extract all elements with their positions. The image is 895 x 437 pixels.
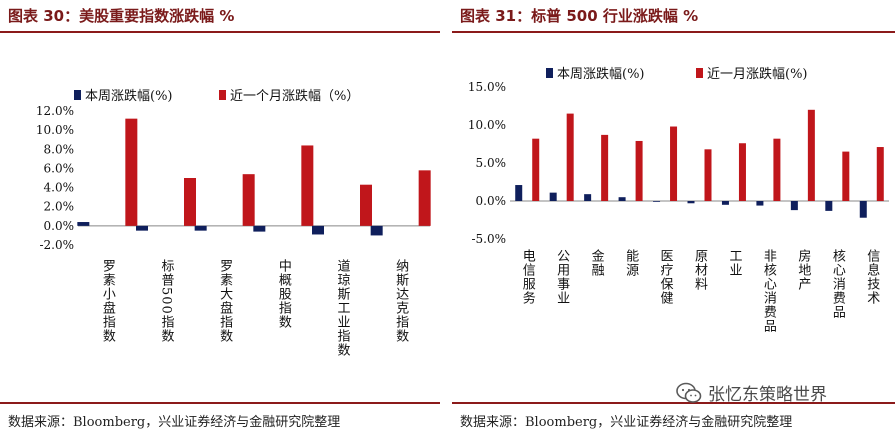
category-label: 能源 <box>623 249 639 277</box>
bar-month <box>125 118 138 226</box>
bar-week <box>312 225 324 235</box>
bar-week <box>653 201 661 202</box>
bar-month <box>601 134 609 201</box>
bar-week <box>584 194 592 201</box>
bar-week <box>370 225 383 236</box>
bar-month <box>807 109 815 201</box>
right-figure-title: 图表 31：标普 500 行业涨跌幅 % <box>460 7 699 25</box>
left-source-rule <box>0 402 440 404</box>
right-bar-chart: 本周涨跌幅(%) 近一月涨跌幅(%) -5.0% 0.0% 5.0% 10.0% 15.0%… <box>468 66 889 333</box>
wechat-icon <box>676 382 702 403</box>
bar-week <box>618 197 626 201</box>
y-tick-label: 0.0% <box>44 219 75 233</box>
category-label: 工业 <box>726 249 742 277</box>
legend-label: 近一月涨跌幅(%) <box>707 66 808 82</box>
bar-month <box>242 174 255 226</box>
bar-week <box>756 201 764 206</box>
category-label: 罗素小盘指数 <box>100 259 116 343</box>
y-tick-label: -2.0% <box>39 238 74 252</box>
category-label: 中概股指数 <box>276 259 292 329</box>
bar-month <box>876 147 884 201</box>
legend-swatch <box>219 90 226 100</box>
y-tick-label: -5.0% <box>471 232 506 246</box>
bar-week <box>687 201 695 204</box>
category-label: 医疗保健 <box>658 249 674 305</box>
bar-month <box>566 113 574 201</box>
bar-week <box>194 225 207 231</box>
y-tick-label: 6.0% <box>44 161 75 175</box>
bar-week <box>515 185 523 201</box>
bar-month <box>670 126 678 201</box>
bar-month <box>301 145 314 226</box>
category-label: 纳斯达克指数 <box>393 259 409 343</box>
left-figure-title: 图表 30：美股重要指数涨跌幅 % <box>8 7 235 25</box>
legend-label: 近一个月涨跌幅（%） <box>230 88 359 104</box>
category-label: 房地产 <box>795 248 811 291</box>
right-figure-panel: 图表 31：标普 500 行业涨跌幅 % 本周涨跌幅(%) 近一月涨跌幅(%) -5… <box>452 0 895 437</box>
bar-month <box>418 170 431 226</box>
category-label: 原材料 <box>692 249 708 291</box>
category-label: 道琼斯工业指数 <box>335 259 351 357</box>
legend-swatch <box>696 68 703 78</box>
bar-month <box>738 143 746 201</box>
left-title-rule <box>0 31 440 33</box>
bar-month <box>773 138 781 201</box>
left-bar-chart: 本周涨跌幅(%) 近一个月涨跌幅（%） -2.0% 0.0% 2.0% 4.0% 6.0% 8… <box>36 88 431 357</box>
y-tick-label: 5.0% <box>476 156 507 170</box>
bar-month <box>635 140 643 201</box>
legend-label: 本周涨跌幅(%) <box>85 88 173 104</box>
left-source-note: 数据来源：Bloomberg，兴业证券经济与金融研究院整理 <box>8 415 341 430</box>
bar-week <box>825 201 833 211</box>
category-label: 信息技术 <box>864 249 880 305</box>
y-tick-label: 2.0% <box>44 200 75 214</box>
legend-label: 本周涨跌幅(%) <box>557 66 645 82</box>
legend-swatch <box>74 90 81 100</box>
watermark-text: 张忆东策略世界 <box>708 385 827 405</box>
legend-swatch <box>546 68 553 78</box>
bar-week <box>136 225 148 231</box>
y-tick-label: 12.0% <box>36 104 74 118</box>
category-label: 核心消费品 <box>830 249 846 319</box>
bar-week <box>721 201 729 205</box>
bar-week <box>790 201 798 211</box>
left-figure-panel: 图表 30：美股重要指数涨跌幅 % 本周涨跌幅(%) 近一个月涨跌幅（%） -2.0… <box>0 0 440 437</box>
bar-month <box>704 149 712 201</box>
category-label: 金融 <box>589 248 605 277</box>
bar-month <box>360 184 372 226</box>
bar-week <box>859 201 867 218</box>
right-source-rule <box>452 402 895 404</box>
y-tick-label: 4.0% <box>44 181 75 195</box>
y-tick-label: 0.0% <box>476 194 507 208</box>
category-label: 公用事业 <box>554 249 570 305</box>
y-tick-label: 10.0% <box>468 118 506 132</box>
category-label: 电信服务 <box>520 249 536 305</box>
bar-week <box>77 222 90 226</box>
y-tick-label: 8.0% <box>44 142 75 156</box>
y-tick-label: 15.0% <box>468 80 506 94</box>
bar-month <box>184 178 196 226</box>
category-label: 非核心消费品 <box>761 249 777 333</box>
bar-month <box>532 138 540 201</box>
bar-week <box>549 192 557 201</box>
right-source-note: 数据来源：Bloomberg，兴业证券经济与金融研究院整理 <box>460 415 793 430</box>
category-label: 罗素大盘指数 <box>217 259 233 343</box>
right-title-rule <box>452 31 895 33</box>
watermark: 张忆东策略世界 <box>676 380 827 405</box>
bar-week <box>253 225 266 232</box>
category-label: 标普500指数 <box>159 259 175 343</box>
y-tick-label: 10.0% <box>36 123 74 137</box>
bar-month <box>842 151 850 201</box>
